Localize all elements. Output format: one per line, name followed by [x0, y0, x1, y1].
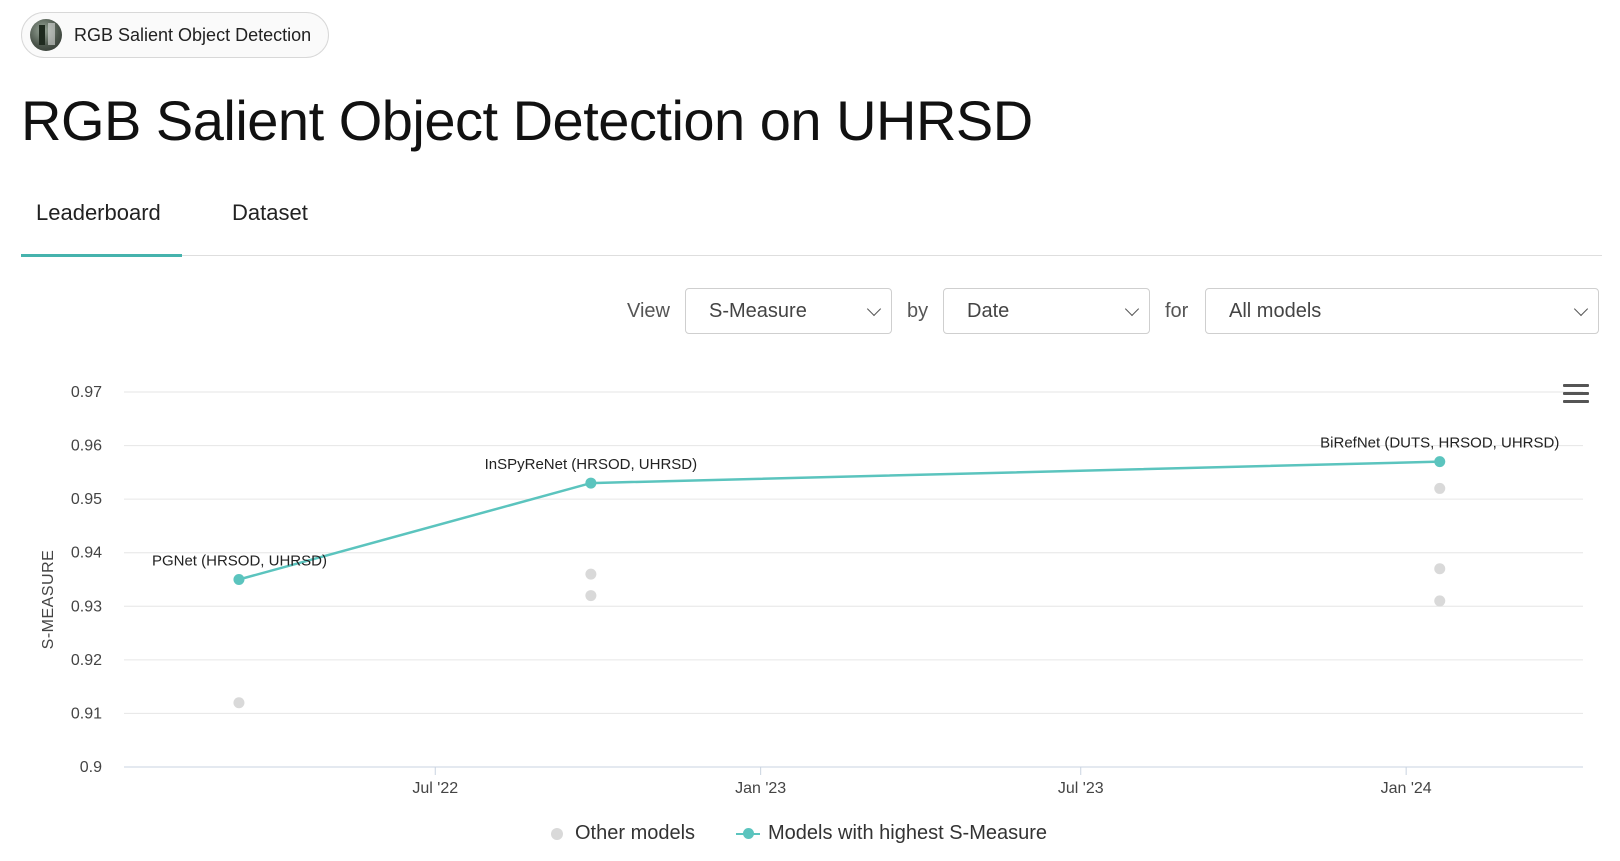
best-models-series: [233, 456, 1446, 585]
best-model-point[interactable]: [1434, 456, 1446, 468]
chevron-down-icon: [866, 301, 882, 317]
y-tick-label: 0.97: [71, 384, 102, 401]
metric-select-value: S-Measure: [709, 299, 807, 322]
legend-other-models[interactable]: Other models: [551, 822, 695, 845]
x-tick-label: Jan '24: [1381, 780, 1432, 797]
other-model-point[interactable]: [1434, 482, 1446, 494]
y-tick-label: 0.95: [71, 491, 102, 508]
chart-menu-icon[interactable]: [1563, 384, 1589, 406]
best-model-point[interactable]: [233, 574, 245, 585]
other-model-point[interactable]: [233, 697, 245, 709]
axis-select[interactable]: Date: [943, 288, 1150, 334]
other-model-point[interactable]: [585, 590, 597, 602]
metric-select[interactable]: S-Measure: [685, 288, 892, 334]
grid-lines: [124, 391, 1583, 768]
active-tab-indicator: [21, 254, 182, 257]
models-select[interactable]: All models: [1205, 288, 1599, 334]
task-chip-label: RGB Salient Object Detection: [74, 24, 312, 45]
chevron-down-icon: [1124, 301, 1140, 317]
legend-line-icon: [736, 827, 760, 839]
task-thumbnail-icon: [30, 19, 62, 51]
point-data-label: BiRefNet (DUTS, HRSOD, UHRSD): [1320, 435, 1559, 452]
tab-leaderboard[interactable]: Leaderboard: [36, 200, 161, 225]
legend-best-models[interactable]: Models with highest S-Measure: [736, 822, 1047, 845]
models-select-value: All models: [1229, 299, 1322, 322]
legend-other-label: Other models: [575, 822, 696, 844]
y-tick-label: 0.9: [80, 759, 102, 776]
by-label: by: [907, 300, 929, 322]
y-axis-ticks: 0.97 0.96 0.95 0.94 0.93 0.92 0.91 0.9: [71, 384, 102, 776]
chevron-down-icon: [1573, 301, 1589, 317]
best-model-point[interactable]: [585, 477, 597, 489]
legend-dot-icon: [551, 827, 563, 840]
y-tick-label: 0.92: [71, 652, 102, 669]
page-title: RGB Salient Object Detection on UHRSD: [21, 89, 1033, 152]
x-tick-label: Jul '22: [412, 780, 458, 797]
x-tick-label: Jan '23: [735, 780, 786, 797]
y-tick-label: 0.94: [71, 545, 102, 562]
point-data-label: InSPyReNet (HRSOD, UHRSD): [485, 456, 698, 473]
y-tick-label: 0.91: [71, 705, 102, 722]
y-tick-label: 0.96: [71, 438, 102, 455]
task-chip[interactable]: RGB Salient Object Detection: [21, 12, 329, 58]
point-data-label: PGNet (HRSOD, UHRSD): [152, 553, 327, 570]
other-models-series: [233, 482, 1446, 709]
chart-controls: View S-Measure by Date for All models: [0, 288, 1620, 336]
point-labels: PGNet (HRSOD, UHRSD) InSPyReNet (HRSOD, U…: [152, 435, 1559, 570]
other-model-point[interactable]: [1434, 595, 1446, 607]
other-model-point[interactable]: [585, 568, 597, 580]
x-axis-ticks: Jul '22 Jan '23 Jul '23 Jan '24: [412, 767, 1432, 797]
for-label: for: [1165, 300, 1189, 322]
tab-bar: Leaderboard Dataset: [21, 190, 1602, 257]
view-label: View: [627, 300, 670, 322]
chart-legend: Other models Models with highest S-Measu…: [0, 822, 1620, 852]
other-model-point[interactable]: [1434, 563, 1446, 575]
y-tick-label: 0.93: [71, 598, 102, 615]
best-models-line: [238, 460, 1440, 581]
legend-best-label: Models with highest S-Measure: [768, 822, 1048, 844]
x-tick-label: Jul '23: [1058, 780, 1104, 797]
y-axis-label: S-MEASURE: [40, 550, 57, 650]
axis-select-value: Date: [967, 299, 1010, 322]
s-measure-chart: 0.970.960.950.940.930.920.910.9 Jul '22 J…: [40, 384, 1583, 797]
tab-dataset[interactable]: Dataset: [232, 200, 308, 225]
